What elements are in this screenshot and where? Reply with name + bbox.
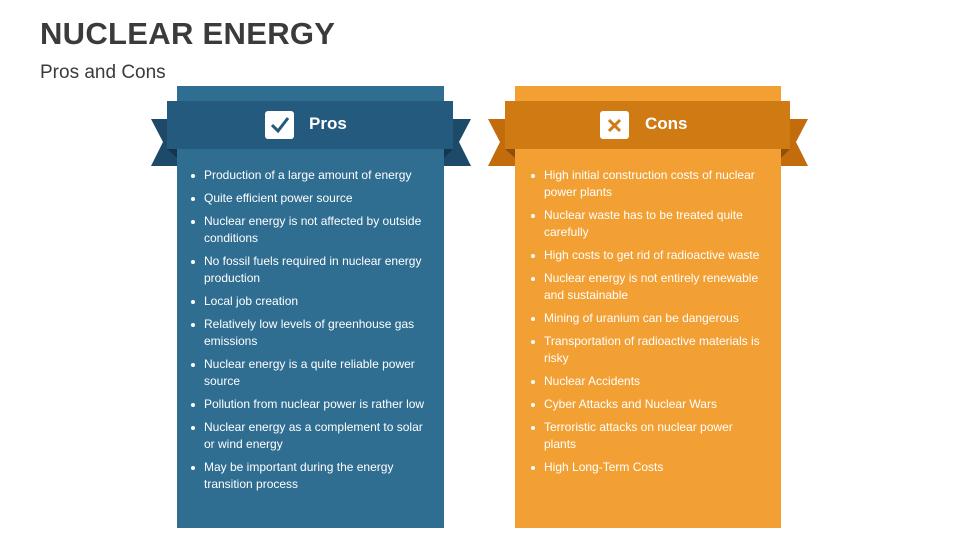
pros-ribbon [167, 101, 453, 149]
pros-item: Nuclear energy is not affected by outsid… [191, 213, 427, 247]
pros-ribbon-fold [444, 149, 453, 158]
pros-item: Quite efficient power source [191, 190, 427, 207]
pros-title: Pros [309, 114, 347, 133]
pros-item: Production of a large amount of energy [191, 167, 427, 184]
pros-item: Nuclear energy is a quite reliable power… [191, 356, 427, 390]
cons-item: Nuclear waste has to be treated quite ca… [531, 207, 767, 241]
pros-item: Nuclear energy as a complement to solar … [191, 419, 427, 453]
pros-list: Production of a large amount of energy Qu… [191, 167, 427, 499]
cross-mark [607, 118, 622, 133]
check-mark [270, 117, 290, 134]
cons-item: Mining of uranium can be dangerous [531, 310, 767, 327]
cons-item: Transportation of radioactive materials … [531, 333, 767, 367]
cons-ribbon-fold [505, 149, 515, 158]
cons-list: High initial construction costs of nucle… [531, 167, 767, 482]
cons-item: Terroristic attacks on nuclear power pla… [531, 419, 767, 453]
cons-ribbon [505, 101, 790, 149]
check-icon [265, 111, 294, 139]
cons-item: Nuclear Accidents [531, 373, 767, 390]
pros-panel [177, 86, 444, 528]
pros-item: Pollution from nuclear power is rather l… [191, 396, 427, 413]
pros-item: Local job creation [191, 293, 427, 310]
cons-item: Cyber Attacks and Nuclear Wars [531, 396, 767, 413]
subtitle: Pros and Cons [40, 62, 166, 83]
pros-item: No fossil fuels required in nuclear ener… [191, 253, 427, 287]
pros-item: May be important during the energy trans… [191, 459, 427, 493]
cons-ribbon-fold [781, 149, 790, 158]
cons-title: Cons [645, 114, 688, 133]
pros-ribbon-fold [167, 149, 177, 158]
cons-item: Nuclear energy is not entirely renewable… [531, 270, 767, 304]
cons-item: High initial construction costs of nucle… [531, 167, 767, 201]
cons-panel [515, 86, 781, 528]
title: NUCLEAR ENERGY [40, 16, 336, 51]
cons-item: High costs to get rid of radioactive was… [531, 247, 767, 264]
pros-item: Relatively low levels of greenhouse gas … [191, 316, 427, 350]
cons-item: High Long-Term Costs [531, 459, 767, 476]
